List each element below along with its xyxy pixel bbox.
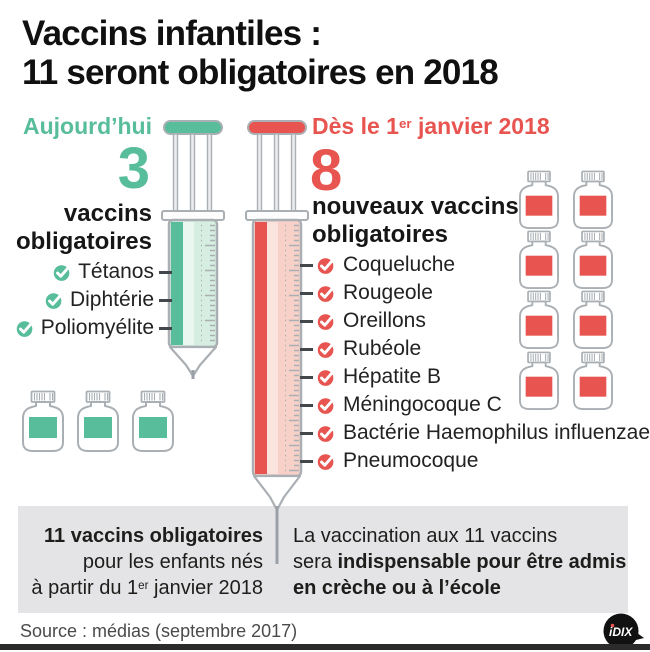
new-count-label-line1: nouveaux vaccins <box>312 193 519 220</box>
check-icon <box>317 284 336 303</box>
check-icon <box>317 396 336 415</box>
summary-left-line3-prefix: à partir du 1 <box>31 577 139 599</box>
connector-dash <box>159 326 172 330</box>
vaccine-row: Méningocoque C <box>300 391 650 419</box>
vaccine-row: Pneumocoque <box>300 447 650 475</box>
check-icon <box>317 368 336 387</box>
summary-left-line3-sup: er <box>138 578 149 592</box>
jan2018-header-prefix: Dès le 1 <box>312 113 399 139</box>
connector-dash <box>300 347 313 351</box>
check-icon <box>53 263 72 282</box>
source-credit: Source : médias (septembre 2017) <box>20 621 298 641</box>
page-title: Vaccins infantiles : 11 seront obligatoi… <box>22 14 499 92</box>
page-title-line1: Vaccins infantiles : <box>22 14 322 53</box>
new-count-label-line2: obligatoires <box>312 221 449 248</box>
vaccine-label: Poliomyélite <box>40 316 154 339</box>
jan2018-header-suffix: janvier 2018 <box>411 113 550 139</box>
today-count-label-line1: vaccins <box>63 200 152 227</box>
vaccine-row: Bactérie Haemophilus influenzae <box>300 419 650 447</box>
summary-box <box>18 506 628 613</box>
vaccine-label: Méningocoque C <box>343 393 502 416</box>
check-icon <box>317 340 336 359</box>
summary-left-line2: pour les enfants nés <box>82 551 263 573</box>
green-syringe-illustration <box>161 120 225 379</box>
vaccine-label: Tétanos <box>78 260 154 283</box>
connector-dash <box>300 431 313 435</box>
jan2018-header: Dès le 1er janvier 2018 <box>312 113 550 143</box>
connector-dash <box>300 375 313 379</box>
today-count-label: vaccins obligatoires <box>0 200 152 256</box>
summary-left-line1: 11 vaccins obligatoires <box>44 525 263 547</box>
vaccine-row: Rubéole <box>300 335 650 363</box>
green-vial-icon <box>131 390 175 452</box>
current-vaccines-list: Tétanos Diphtérie Poliomyélite <box>16 258 172 342</box>
check-icon <box>317 312 336 331</box>
green-vial-icon <box>21 390 65 452</box>
summary-right-line2-normal: sera <box>293 551 338 573</box>
summary-right-line2: sera indispensable pour être admis <box>293 549 633 575</box>
connector-dash <box>300 263 313 267</box>
check-icon <box>317 424 336 443</box>
green-vial-icon <box>76 390 120 452</box>
check-icon <box>45 291 64 310</box>
check-icon <box>16 319 35 338</box>
check-icon <box>317 452 336 471</box>
vaccine-label: Diphtérie <box>69 288 154 311</box>
vaccine-row: Tétanos <box>16 258 172 286</box>
summary-right-line1: La vaccination aux 11 vaccins <box>293 525 558 547</box>
vaccine-row: Hépatite B <box>300 363 650 391</box>
today-count-label-line2: obligatoires <box>15 228 152 255</box>
connector-dash <box>300 459 313 463</box>
summary-right-line3: en crèche ou à l’école <box>293 577 501 599</box>
summary-left-text: 11 vaccins obligatoires pour les enfants… <box>18 523 263 604</box>
bottom-bar <box>0 644 650 650</box>
vaccine-row: Coqueluche <box>300 251 650 279</box>
idix-logo: iDIX <box>603 613 644 649</box>
vaccine-label: Hépatite B <box>343 365 442 388</box>
connector-dash <box>300 403 313 407</box>
red-vial-icon <box>572 170 614 229</box>
page-title-line2: 11 seront obligatoires en 2018 <box>22 53 499 92</box>
summary-left-line3: à partir du 1er janvier 2018 <box>18 575 263 604</box>
vaccine-label: Coqueluche <box>343 253 456 276</box>
red-vial-icon <box>518 170 560 229</box>
connector-dash <box>300 291 313 295</box>
summary-left-line3-suffix: janvier 2018 <box>148 577 263 599</box>
summary-right-line2-bold: indispensable pour être admis <box>337 551 627 573</box>
today-count: 3 <box>117 136 150 201</box>
vaccine-row: Oreillons <box>300 307 650 335</box>
new-count-label: nouveaux vaccins obligatoires <box>312 193 519 249</box>
idix-logo-text: iDIX <box>609 625 633 639</box>
new-vaccines-list: Coqueluche Rougeole Oreillons Rubéole Hé… <box>300 251 650 475</box>
vaccine-row: Diphtérie <box>16 286 172 314</box>
vaccine-label: Pneumocoque <box>343 449 479 472</box>
vaccine-label: Bactérie Haemophilus influenzae <box>343 421 650 444</box>
check-icon <box>317 256 336 275</box>
vaccine-row: Poliomyélite <box>16 314 172 342</box>
new-count: 8 <box>310 138 343 203</box>
summary-right-text: La vaccination aux 11 vaccins sera indis… <box>293 523 633 601</box>
vaccine-label: Rubéole <box>343 337 422 360</box>
vaccine-label: Oreillons <box>343 309 426 332</box>
today-header: Aujourd’hui <box>22 113 152 139</box>
red-syringe-illustration <box>245 120 309 564</box>
vaccine-row: Rougeole <box>300 279 650 307</box>
connector-dash <box>159 298 172 302</box>
jan2018-header-sup: er <box>398 116 412 131</box>
connector-dash <box>300 319 313 323</box>
connector-dash <box>159 270 172 274</box>
vaccine-label: Rougeole <box>343 281 433 304</box>
